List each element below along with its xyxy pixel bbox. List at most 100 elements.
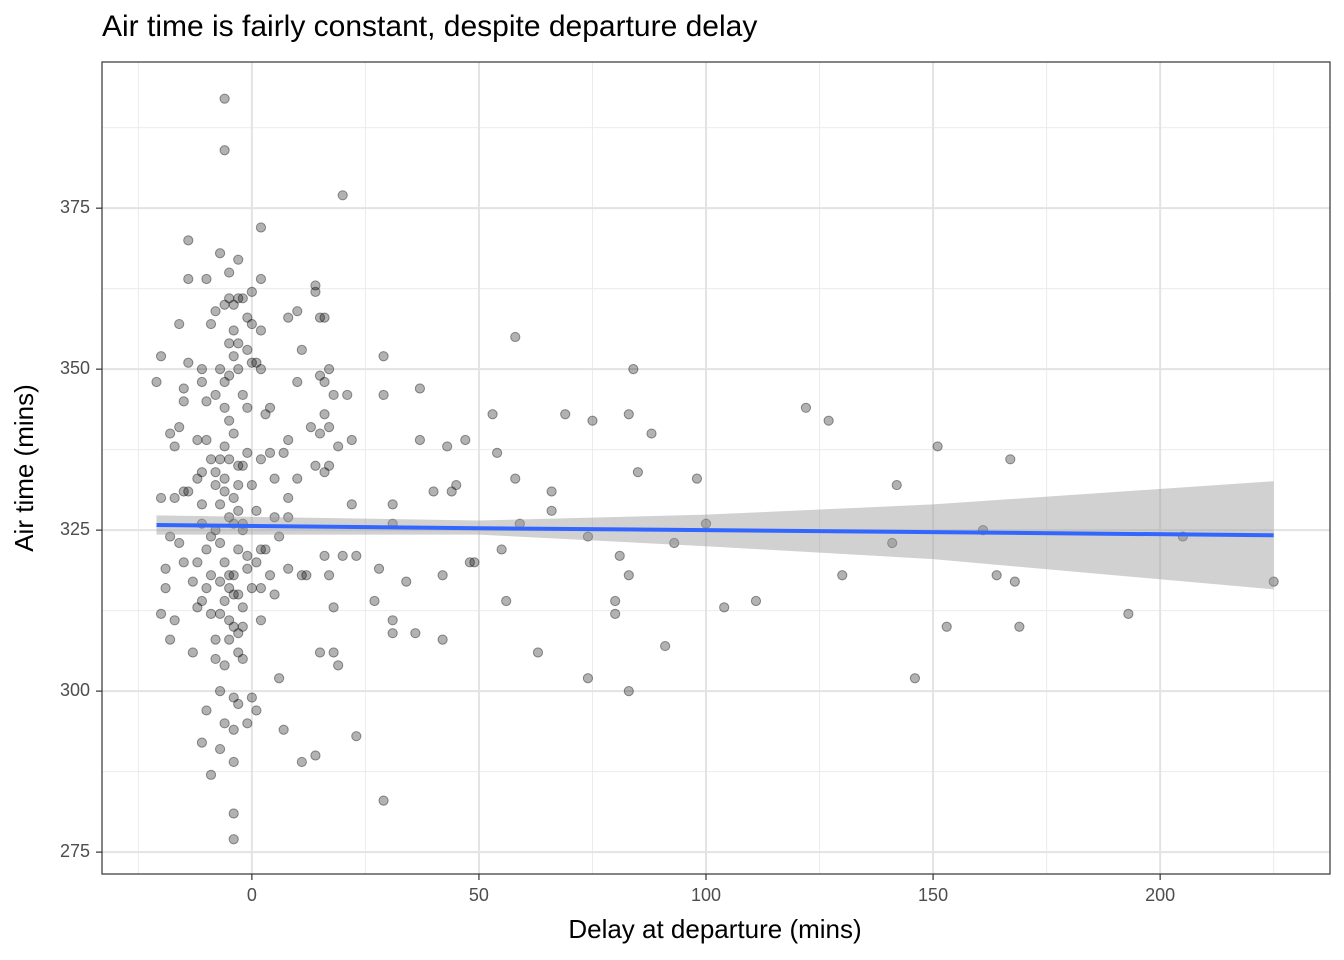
point: [932, 441, 943, 452]
point: [410, 628, 421, 639]
point: [205, 608, 217, 619]
point: [228, 325, 239, 336]
y-tick-label: 275: [60, 841, 90, 861]
point: [246, 286, 257, 297]
point: [224, 582, 235, 594]
point: [196, 595, 208, 607]
point: [178, 396, 189, 407]
confidence-band: [156, 481, 1274, 590]
point: [323, 570, 335, 581]
point: [228, 299, 239, 310]
point: [333, 660, 344, 671]
point: [387, 628, 398, 639]
point: [401, 576, 412, 587]
point: [283, 312, 294, 323]
point: [174, 422, 185, 433]
point: [224, 370, 235, 381]
point: [269, 473, 280, 484]
point: [333, 441, 344, 452]
point: [274, 673, 285, 684]
point: [623, 409, 634, 420]
point: [242, 550, 253, 561]
point: [165, 428, 176, 439]
point: [255, 544, 267, 555]
point: [546, 505, 557, 516]
point: [214, 499, 226, 510]
point: [224, 293, 235, 304]
point: [224, 512, 235, 523]
point: [328, 602, 339, 613]
point: [246, 357, 257, 368]
point: [314, 647, 326, 658]
point: [228, 724, 239, 735]
point: [228, 428, 239, 439]
point: [278, 724, 289, 735]
point: [242, 402, 253, 413]
x-tick-label: 100: [691, 885, 721, 905]
x-tick-label: 50: [469, 885, 489, 905]
point: [328, 389, 339, 401]
point: [296, 756, 307, 768]
point: [196, 376, 208, 388]
point: [242, 563, 253, 574]
point: [337, 190, 348, 201]
point: [228, 756, 239, 768]
point: [460, 434, 471, 446]
point: [192, 602, 203, 613]
point: [242, 344, 253, 355]
point: [342, 389, 353, 401]
point: [292, 306, 303, 317]
point: [187, 647, 198, 658]
point: [205, 454, 217, 465]
point: [319, 376, 330, 388]
point: [196, 737, 208, 748]
point: [582, 531, 594, 542]
point: [1268, 576, 1279, 587]
point: [219, 595, 230, 607]
point: [837, 570, 848, 581]
point: [378, 351, 389, 362]
point: [255, 222, 267, 233]
point: [750, 595, 762, 607]
point: [233, 364, 244, 375]
point: [623, 686, 634, 697]
point: [160, 582, 171, 594]
point: [242, 447, 253, 458]
point: [582, 673, 594, 684]
point: [251, 557, 262, 568]
point: [201, 544, 212, 555]
point: [269, 589, 280, 600]
point: [219, 376, 230, 388]
point: [237, 602, 248, 613]
y-tick-label: 350: [60, 358, 90, 378]
point: [214, 537, 226, 549]
point: [800, 402, 812, 413]
point: [246, 692, 257, 703]
point: [319, 409, 330, 420]
point: [387, 615, 398, 626]
point: [178, 486, 189, 497]
point: [224, 634, 235, 645]
point: [192, 557, 203, 568]
point: [546, 486, 557, 497]
point: [178, 383, 189, 394]
point: [305, 422, 317, 433]
point: [210, 653, 221, 665]
point: [233, 647, 244, 658]
point: [196, 364, 208, 375]
point: [428, 486, 439, 497]
point: [246, 582, 257, 594]
point: [228, 351, 239, 362]
point: [255, 273, 267, 285]
point: [233, 338, 244, 349]
point: [319, 312, 330, 323]
point: [378, 795, 389, 806]
point: [210, 389, 221, 401]
point: [255, 582, 267, 594]
point: [228, 808, 239, 819]
point: [219, 441, 230, 452]
point: [219, 718, 230, 729]
point: [437, 634, 448, 645]
point: [219, 299, 230, 310]
